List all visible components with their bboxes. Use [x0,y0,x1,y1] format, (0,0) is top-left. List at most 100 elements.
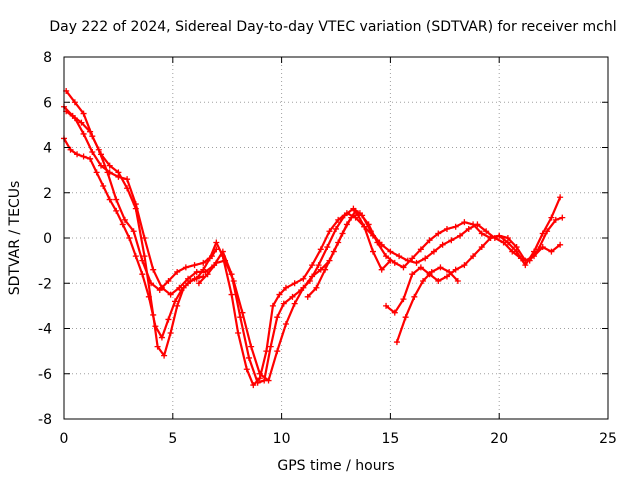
data-point [348,214,355,221]
data-point [254,379,261,386]
data-point [132,201,139,208]
data-point [478,230,485,237]
data-point [439,241,446,248]
data-point [276,291,283,298]
data-point [124,176,131,183]
x-tick-label: 15 [381,431,399,447]
data-point [557,194,564,201]
data-point [291,280,298,287]
data-point [228,291,235,298]
data-point [150,266,157,273]
data-point [106,196,113,203]
data-point [539,244,546,251]
data-point [106,162,113,169]
data-point [422,255,429,262]
data-point [409,271,416,278]
data-point [409,255,416,262]
data-point [454,277,461,284]
data-point [417,246,424,253]
data-point [313,284,320,291]
data-point [426,237,433,244]
data-point [113,207,120,214]
data-point [267,343,274,350]
data-point [235,330,242,337]
data-point [411,293,418,300]
data-point [113,196,120,203]
y-tick-label: -4 [38,322,52,338]
data-point [452,266,459,273]
data-point [461,219,468,226]
data-point [154,343,161,350]
data-point [465,225,472,232]
data-point [248,343,255,350]
series-track-h [393,264,461,346]
data-point [400,296,407,303]
data-point [430,248,437,255]
data-point [174,302,181,309]
data-point [89,133,96,140]
data-point [470,253,477,260]
series-line-track-a [62,137,205,339]
data-point [121,216,128,223]
data-point [548,248,555,255]
tick-layer: 0 5 10 15 20 25 -8 -6 -4 -2 0 2 4 6 8 [38,50,617,447]
data-point [300,284,307,291]
data-point [174,268,181,275]
data-point [446,268,453,275]
data-point [161,352,168,359]
data-point [428,268,435,275]
data-point [341,212,348,219]
data-point [80,153,87,160]
data-point [106,169,113,176]
y-tick-label: 8 [43,50,52,66]
data-point [100,182,107,189]
data-point [176,284,183,291]
data-point [141,235,148,241]
data-point [204,271,211,278]
series-track-a [61,135,207,341]
data-point [89,149,96,156]
data-point [93,169,100,176]
data-point [167,330,174,337]
data-point [213,259,220,266]
data-point [282,320,289,327]
data-point [396,253,403,260]
data-point [280,300,287,307]
x-tick-label: 25 [599,431,617,447]
data-point [245,354,252,361]
data-point [78,119,85,126]
data-point [282,284,289,291]
data-point [269,302,276,309]
data-point [417,264,424,271]
data-point [274,314,281,321]
data-point [74,151,81,158]
data-point [387,248,394,255]
data-point [206,255,213,262]
data-point [548,214,555,221]
data-point [522,262,529,269]
data-point [435,277,442,284]
y-tick-label: -8 [38,412,52,428]
data-point [141,253,148,260]
data-point [265,377,272,384]
data-point [237,314,244,321]
data-point [461,262,468,269]
series-line-track-b [62,105,218,292]
data-point [402,314,409,321]
data-point [400,264,407,271]
data-point [393,339,400,346]
data-point [352,207,359,214]
data-point [324,244,331,251]
data-point [200,259,207,266]
data-point [383,302,390,309]
data-point [243,366,250,373]
data-point [391,309,398,316]
y-tick-label: -2 [38,276,52,292]
series-points-track-b [61,103,220,294]
data-point [165,277,172,284]
x-axis-label: GPS time / hours [277,458,394,474]
data-layer [61,87,566,389]
data-point [126,235,133,241]
data-point [361,223,368,230]
data-point [115,173,122,180]
